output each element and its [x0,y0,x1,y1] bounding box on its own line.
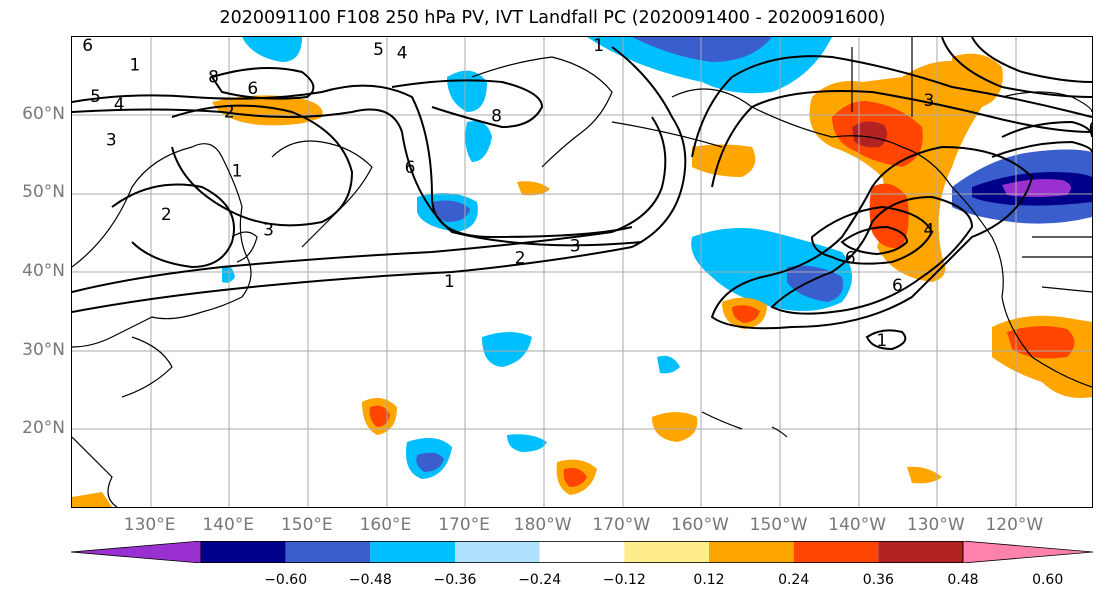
colorbar-extend-high [962,541,1093,563]
fill-npac-blue [432,200,470,222]
colorbar-tick-label: 0.60 [1032,572,1064,588]
colorbar-tick-label: −0.12 [602,572,646,588]
contour-label: 6 [247,79,258,99]
colorbar-segment [709,541,794,563]
contour-label: 2 [515,248,526,268]
lat-label: 20°N [22,418,65,439]
colorbar-tick-label: −0.36 [433,572,477,588]
colorbar-segment [455,541,540,563]
contour-label: 6 [1089,118,1092,138]
colorbar-segment [285,541,371,563]
map-panel: 61865423123548613213864661 [71,36,1093,508]
lon-label: 150°W [749,515,808,535]
fill-sub-red-2 [369,405,390,427]
colorbar-tick-label: 0.48 [947,572,979,588]
fill-sub-orange-5 [907,466,942,484]
contour-label: 5 [90,87,101,107]
fill-npac-orange [517,181,550,196]
contour-label: 3 [263,221,274,241]
colorbar-extend-low [71,541,202,563]
fill-sub-orange-4 [652,412,698,442]
contour-label: 3 [570,236,581,256]
lon-label: 150°E [280,515,333,535]
colorbar-segment [793,541,879,563]
colorbar-tick-label: 0.12 [693,572,725,588]
colorbar [71,541,1093,563]
contour-labels: 61865423123548613213864661 [82,37,1092,351]
lat-label: 60°N [22,103,65,124]
contour-label: 6 [405,158,416,178]
lon-label: 160°E [359,515,412,535]
lon-label: 180°W [513,515,572,535]
lon-label: 160°W [671,515,729,535]
fill-siberia-cyan [447,70,487,112]
fill-cpac-blue [787,265,843,302]
lon-label: 130°W [906,515,965,535]
fill-gulf-alaska-darkred [852,121,888,148]
lon-label: 130°E [123,515,176,535]
lat-label: 40°N [22,261,65,281]
fill-sub-cyan-1 [482,332,532,367]
contour-label: 6 [845,248,856,268]
contour-label: 3 [923,91,934,111]
lat-label: 30°N [22,339,65,360]
colorbar-tick-label: 0.36 [862,572,894,588]
fill-sub-cyan-3 [507,434,547,452]
contour-label: 1 [444,272,455,292]
colorbar-tick-label: −0.48 [348,572,392,588]
colorbar-tick-label: 0.24 [778,572,810,588]
colorbar-segment [624,541,709,563]
fill-sub-cyan-4 [657,355,680,374]
contour-label: 4 [114,95,125,115]
contour-label: 6 [82,37,93,56]
contour-label: 8 [208,67,219,87]
contour-label: 4 [923,221,934,241]
colorbar-segment [201,541,286,563]
fill-aleut-orange [692,144,756,177]
lon-label: 140°E [202,515,255,535]
coastlines [72,37,1092,507]
colorbar-segment [370,541,455,563]
colorbar-frame [200,541,964,563]
fill-sub-blue-2 [416,452,444,472]
contour-label: 3 [106,130,117,150]
map-title: 2020091100 F108 250 hPa PV, IVT Landfall… [219,8,886,28]
lat-label: 50°N [22,182,65,203]
contour-label: 1 [876,331,887,351]
fill-sub-red-3 [563,468,587,487]
lon-label: 170°W [592,515,651,535]
fill-okhotsk-cyan [465,121,492,162]
colorbar-tick-label: −0.60 [264,572,308,588]
colorbar-tick-label: −0.24 [518,572,562,588]
contour-label: 1 [593,37,604,56]
contour-label: 8 [491,107,502,127]
contour-label: 1 [232,162,243,182]
colorbar-segment [539,541,625,563]
contour-label: 6 [892,276,903,296]
contour-label: 5 [373,40,384,60]
contour-label: 4 [397,44,408,64]
lon-label: 140°W [828,515,887,535]
contour-label: 1 [129,56,140,76]
fill-bering-blue [632,37,772,62]
fill-coast-red [869,183,909,248]
fill-bering-cyan [587,37,832,94]
fill-kamchatka-cyan [242,37,302,62]
pv-contours [72,37,1092,351]
contour-label: 2 [161,205,172,225]
lon-label: 120°W [985,515,1044,535]
fill-sw-orange [72,492,112,507]
lon-label: 170°E [438,515,490,535]
fill-calif-red [1007,326,1075,359]
map-canvas: 61865423123548613213864661 [72,37,1092,507]
fill-sub-red-1 [732,305,760,323]
contour-label: 2 [224,103,235,123]
fill-pnw-purple [1002,179,1071,197]
colorbar-segment [878,541,963,563]
